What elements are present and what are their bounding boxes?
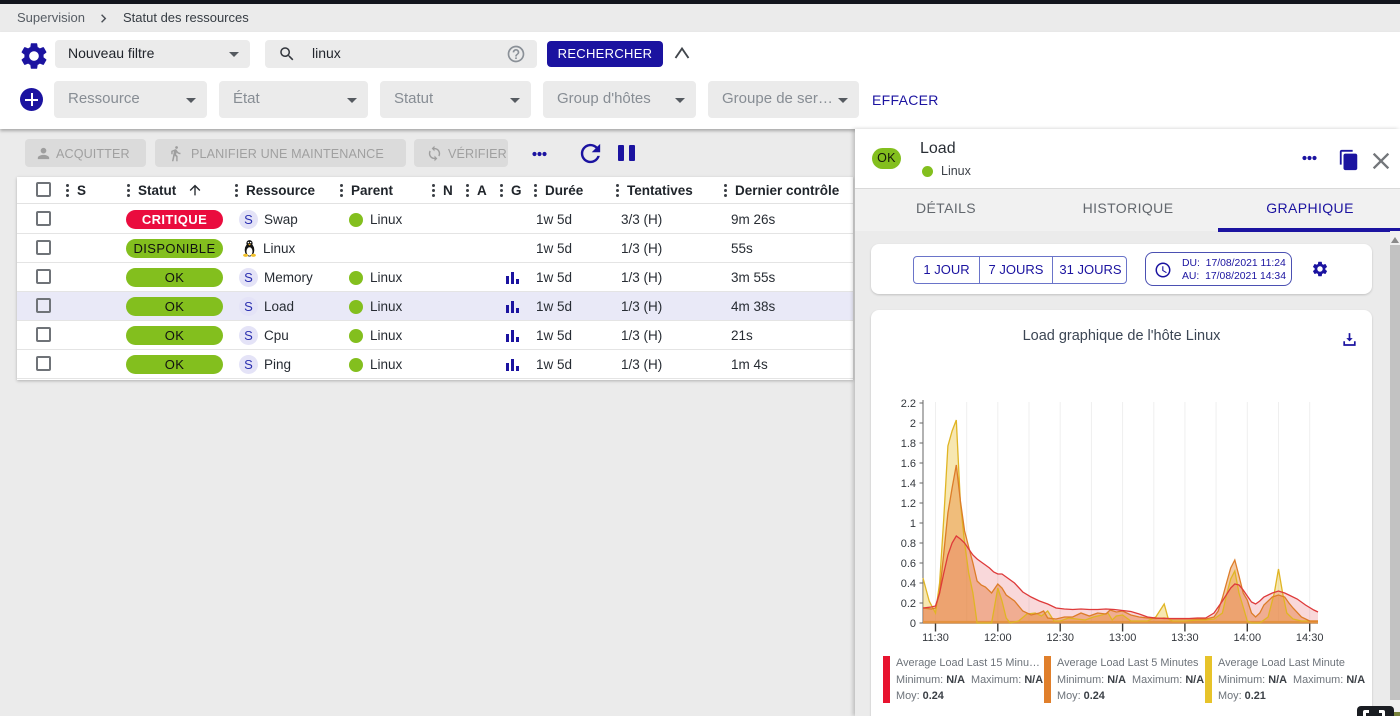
- svg-text:13:00: 13:00: [1109, 632, 1137, 644]
- svg-text:0.8: 0.8: [901, 538, 916, 550]
- svg-text:0.4: 0.4: [901, 578, 916, 590]
- svg-text:11:30: 11:30: [922, 632, 949, 644]
- svg-text:2.2: 2.2: [901, 398, 916, 410]
- svg-text:13:30: 13:30: [1171, 632, 1199, 644]
- svg-text:2: 2: [910, 418, 916, 430]
- svg-text:1.8: 1.8: [901, 438, 916, 450]
- svg-text:0: 0: [910, 618, 916, 630]
- svg-text:14:00: 14:00: [1234, 632, 1262, 644]
- svg-text:12:00: 12:00: [984, 632, 1012, 644]
- svg-text:0.6: 0.6: [901, 558, 916, 570]
- svg-text:14:30: 14:30: [1296, 632, 1324, 644]
- svg-text:0.2: 0.2: [901, 598, 916, 610]
- svg-text:12:30: 12:30: [1046, 632, 1074, 644]
- svg-text:1.4: 1.4: [901, 478, 916, 490]
- svg-text:1: 1: [910, 518, 916, 530]
- svg-text:1.6: 1.6: [901, 458, 916, 470]
- svg-text:1.2: 1.2: [901, 498, 916, 510]
